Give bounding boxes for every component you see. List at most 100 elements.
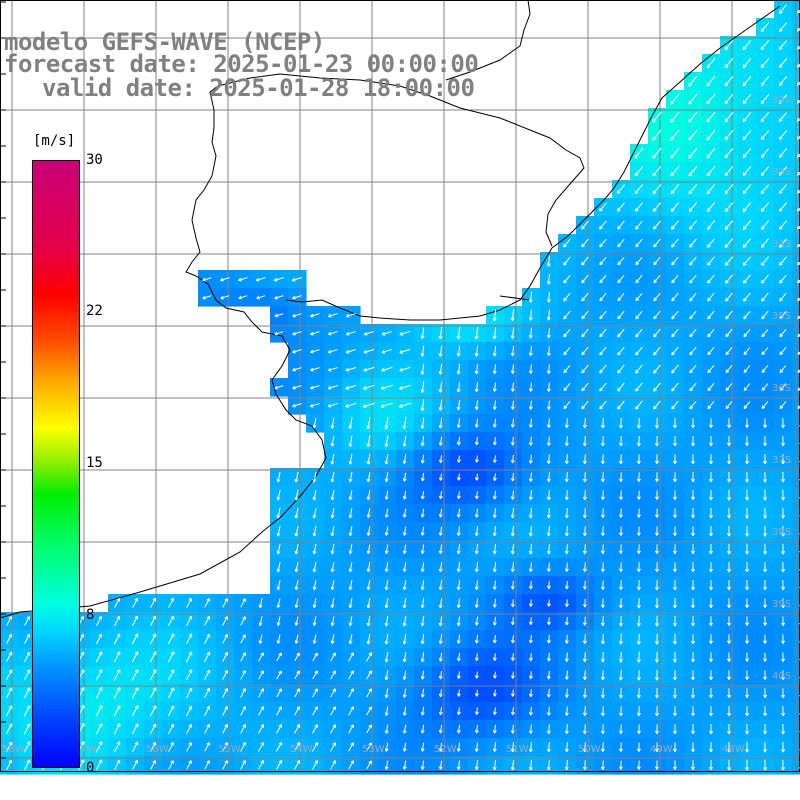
wind-arrow [528,706,533,716]
wind-arrow [670,129,680,141]
wind-arrow [724,57,734,69]
wind-arrow [510,309,515,321]
wind-arrow [564,544,569,555]
coast-line [285,5,781,321]
wind-arrow [600,417,605,429]
wind-arrow [654,651,659,663]
wind-arrow [761,328,769,338]
wind-arrow [745,652,750,662]
wind-arrow [781,634,786,644]
wind-arrow [438,652,443,662]
wind-arrow [294,670,300,680]
wind-arrow [330,580,335,591]
wind-arrow [670,147,680,159]
wind-arrow [635,310,643,320]
wind-arrow [546,670,551,680]
wind-arrow [131,741,139,753]
wind-arrow [456,707,461,715]
wind-arrow [240,742,246,752]
wind-arrow [582,742,587,753]
wind-arrow [760,238,770,248]
wind-arrow [563,292,571,302]
wind-arrow [546,454,551,464]
wind-arrow [564,418,569,429]
wind-arrow [528,724,533,734]
wind-arrow [600,670,605,681]
wind-arrow [294,562,299,573]
wind-arrow [310,313,320,318]
wind-arrow [402,417,407,430]
wind-arrow [474,491,479,500]
wind-arrow [294,580,299,591]
wind-arrow [617,202,625,212]
wind-arrow [294,489,299,501]
wind-arrow [581,220,589,230]
wind-arrow [727,489,731,501]
wind-arrow [654,615,659,627]
wind-arrow [564,724,569,735]
wind-arrow [581,346,589,356]
wind-arrow [778,238,787,248]
wind-arrow [274,331,284,336]
wind-arrow [528,507,533,519]
wind-arrow [348,670,354,680]
wind-arrow [167,615,175,627]
wind-arrow [635,220,643,230]
wind-arrow [203,669,211,681]
wind-arrow [309,403,320,408]
wind-arrow [6,616,12,626]
colorbar-tick: 22 [86,303,103,319]
wind-arrow [670,202,680,212]
wind-arrow [781,525,786,537]
wind-arrow [600,580,605,590]
wind-arrow [546,543,551,555]
wind-arrow [510,472,515,482]
wind-arrow [240,634,246,644]
wind-arrow [781,489,786,501]
wind-arrow [781,436,786,447]
lat-lon-grid [0,0,800,772]
wind-arrow [294,652,300,662]
wind-arrow [689,238,697,248]
wind-arrow [420,597,425,609]
wind-arrow [420,473,425,482]
wind-arrow [670,111,680,123]
wind-arrow [420,670,425,680]
wind-arrow [689,364,697,374]
wind-arrow [402,706,407,716]
wind-arrow [186,760,192,770]
wind-arrow [438,526,443,536]
wind-arrow [670,165,680,177]
wind-arrow [635,400,643,410]
wind-arrow [492,543,497,555]
wind-arrow [671,382,679,392]
wind-arrow [688,75,698,87]
wind-arrow [420,327,425,339]
wind-arrow [636,490,641,500]
wind-arrow [581,328,589,338]
wind-arrow [456,652,461,662]
wind-arrow [781,652,786,662]
wind-arrow [381,384,393,390]
wind-arrow [760,184,770,194]
wind-arrow [348,616,353,627]
wind-arrow [363,348,375,354]
wind-arrow [745,670,750,680]
wind-arrow [691,706,695,717]
wind-arrow [653,364,661,374]
wind-arrow [672,454,677,465]
wind-arrow [167,705,175,717]
wind-arrow [707,310,715,320]
wind-arrow [653,238,661,248]
wind-arrow [634,147,644,159]
wind-arrow [709,652,713,662]
wind-arrow [617,400,625,410]
wind-arrow [240,724,246,734]
wind-arrow [132,759,139,770]
wind-arrow [743,310,751,320]
wind-arrow [691,472,695,483]
wind-arrow [636,633,641,645]
wind-arrow [492,308,497,322]
wind-arrow [781,454,786,465]
wind-arrow [474,382,479,393]
